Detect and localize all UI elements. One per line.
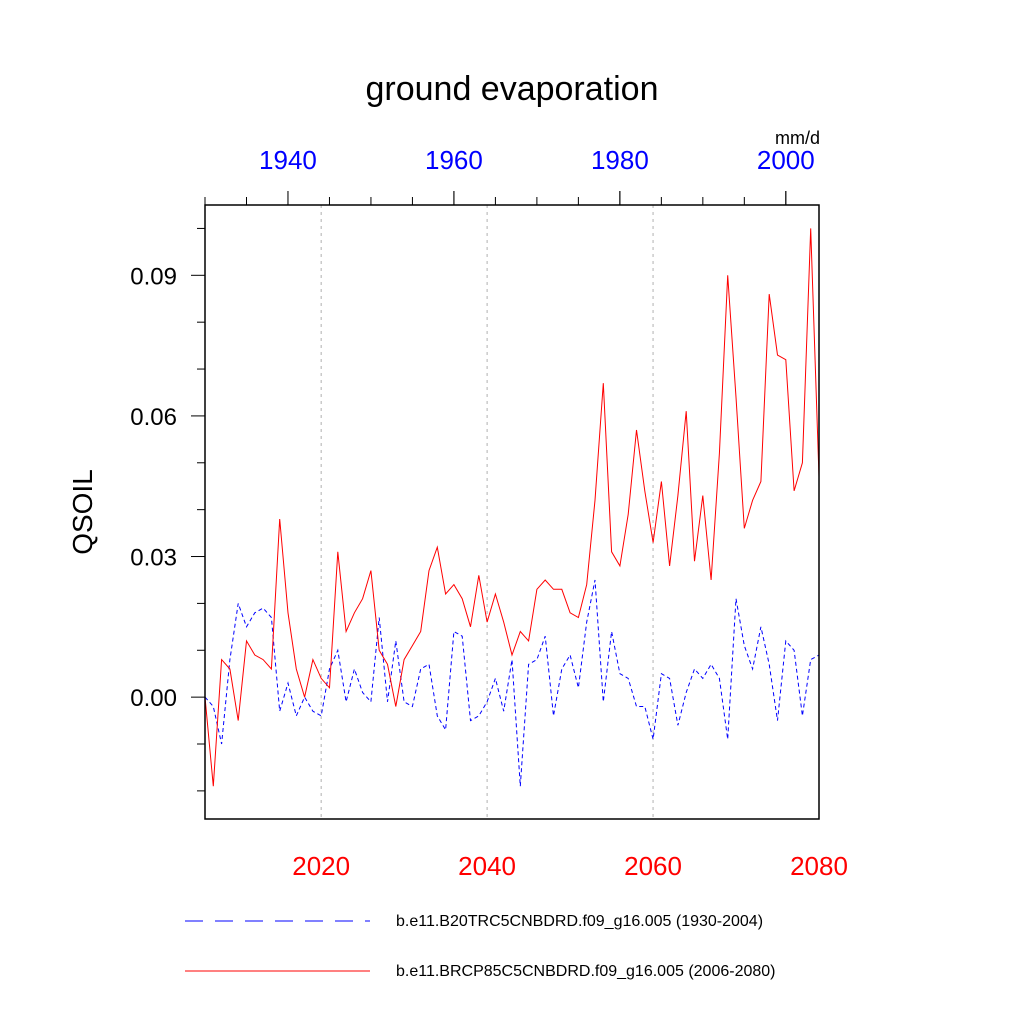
bottom-tick-label: 2080 [790, 851, 848, 881]
y-tick-label: 0.09 [130, 263, 177, 290]
y-tick-label: 0.00 [130, 685, 177, 712]
legend: b.e11.B20TRC5CNBDRD.f09_g16.005 (1930-20… [185, 913, 775, 980]
grid-lines [320, 205, 654, 819]
bottom-tick-label: 2040 [458, 851, 516, 881]
bottom-tick-label: 2060 [624, 851, 682, 881]
series-line-rcp85 [205, 228, 819, 787]
top-tick-label: 1940 [259, 145, 317, 175]
y-axis-label: QSOIL [67, 469, 98, 555]
chart-title: ground evaporation [365, 70, 658, 108]
series-line-historical [205, 579, 819, 787]
plot-frame [204, 204, 820, 820]
bottom-tick-label: 2020 [292, 851, 350, 881]
units-label: mm/d [775, 128, 820, 148]
y-tick-label: 0.03 [130, 545, 177, 572]
axes: 2020 2040 2060 2080 1940 1960 1980 2000 0.00 0.03… [130, 145, 848, 881]
top-tick-label: 1980 [591, 145, 649, 175]
legend-label-rcp85: b.e11.BRCP85C5CNBDRD.f09_g16.005 (2006-2… [396, 963, 775, 980]
legend-label-historical: b.e11.B20TRC5CNBDRD.f09_g16.005 (1930-20… [396, 913, 763, 930]
y-tick-label: 0.06 [130, 404, 177, 431]
series-layer [205, 228, 819, 787]
top-tick-label: 2000 [757, 145, 815, 175]
top-tick-label: 1960 [425, 145, 483, 175]
